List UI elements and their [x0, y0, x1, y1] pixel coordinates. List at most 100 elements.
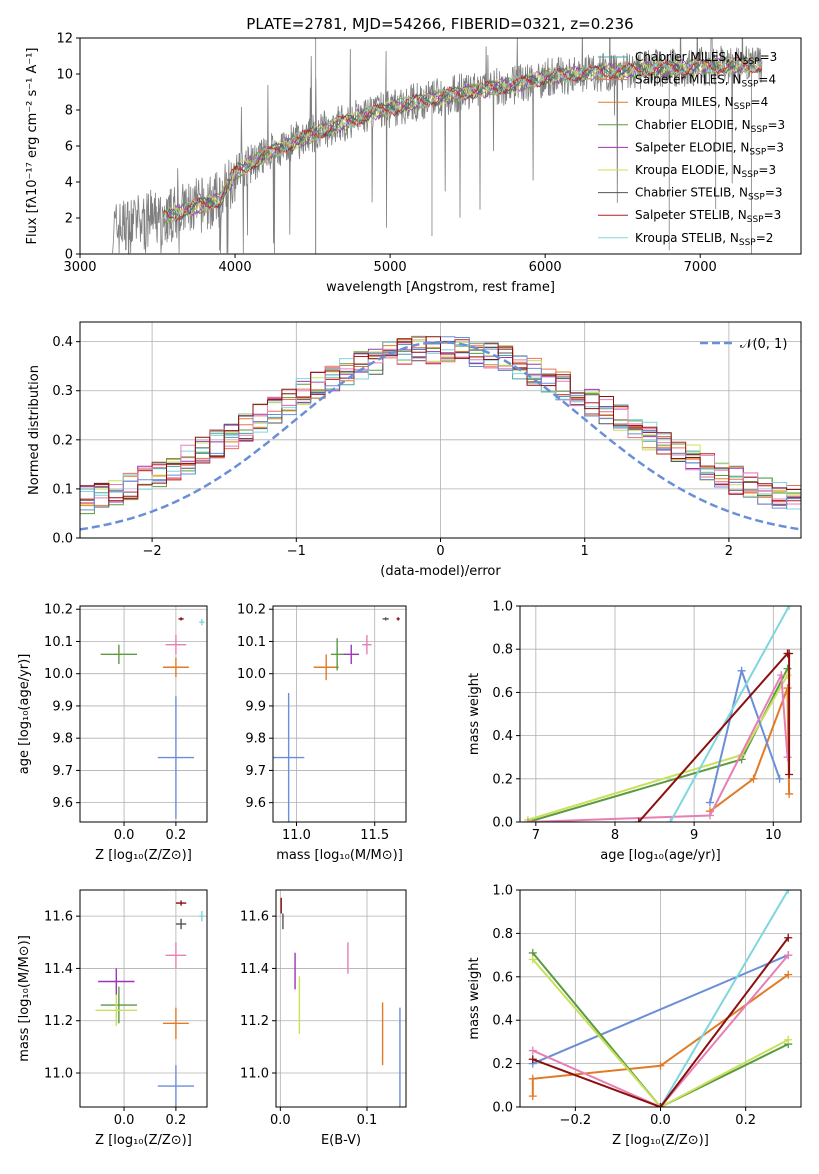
x-tick-label: 0.0	[270, 1113, 291, 1128]
errorbar-point	[95, 994, 138, 1026]
plot-area	[280, 897, 401, 1107]
legend-suffix: =3	[760, 50, 778, 64]
weight-marker	[775, 774, 784, 783]
weight-marker	[634, 818, 643, 822]
y-tick-label: 0.1	[52, 482, 73, 497]
histogram-darkred	[80, 336, 801, 538]
axes-frame	[519, 605, 802, 823]
x-tick-label: 0.2	[166, 828, 187, 843]
x-axis-label: (data-model)/error	[380, 564, 501, 579]
y-tick-label: 6	[65, 140, 73, 155]
legend-entry: Kroupa STELIB, NSSP=2	[635, 231, 773, 248]
plot-area	[112, 38, 763, 254]
y-tick-label: 0.8	[492, 643, 513, 658]
x-tick-label: −0.2	[560, 1113, 592, 1128]
x-tick-label: 11.5	[360, 828, 389, 843]
y-tick-label: 0.3	[52, 384, 73, 399]
y-tick-label: 9.6	[52, 796, 73, 811]
x-tick-label: 8	[611, 828, 619, 843]
gridlines	[273, 606, 406, 822]
model-fit-chabrier_stelib	[163, 55, 763, 220]
weight-series-pink	[532, 954, 789, 1107]
y-tick-label: 9.7	[245, 764, 266, 779]
axes-frame	[79, 889, 208, 1108]
legend-suffix: =3	[765, 186, 783, 200]
chart-mass_vs_Z: 0.0 0.2 11.0 11.2 11.4 11.6 Z [log₁₀(Z/Z⊙)] mas…	[17, 889, 208, 1148]
errorbar-point	[343, 644, 360, 665]
x-tick-label: 7	[532, 828, 540, 843]
axes-frame	[519, 889, 802, 1108]
y-tick-label: 11.0	[240, 1067, 269, 1082]
legend-label: Kroupa MILES, N	[635, 95, 734, 109]
x-tick-label: 5000	[374, 260, 407, 275]
y-tick-label: 9.8	[52, 732, 73, 747]
plot-area	[100, 617, 205, 819]
plot-area	[273, 617, 400, 822]
y-axis-label: mass [log₁₀(M/M⊙)]	[17, 935, 32, 1062]
x-tick-label: 0.2	[735, 1113, 756, 1128]
y-tick-label: 0.0	[492, 816, 513, 831]
chart-title: PLATE=2781, MJD=54266, FIBERID=0321, z=0…	[246, 15, 633, 33]
y-tick-label: 9.8	[245, 732, 266, 747]
legend-suffix: =4	[758, 73, 776, 87]
y-tick-label: 11.2	[44, 1014, 73, 1029]
weight-marker	[784, 970, 793, 979]
y-axis-label: Normed distribution	[27, 365, 42, 495]
x-tick-label: 7000	[684, 260, 717, 275]
legend-subscript: SSP	[742, 170, 759, 180]
errorbar-point	[100, 986, 138, 1024]
gridlines	[276, 890, 406, 1107]
weight-marker	[705, 811, 714, 820]
errorbar-point	[199, 910, 205, 922]
legend-subscript: SSP	[734, 102, 751, 112]
weight-marker	[785, 770, 794, 779]
plot-area	[528, 890, 793, 1107]
y-tick-label: 10.1	[44, 635, 73, 650]
y-axis-label: mass weight	[467, 673, 482, 755]
model-fit-chabrier_elodie	[163, 56, 763, 226]
x-tick-label: 11.0	[282, 828, 311, 843]
weight-marker	[528, 955, 537, 964]
y-axis-label: mass weight	[467, 957, 482, 1039]
legend-label: Chabrier ELODIE, N	[635, 118, 751, 132]
y-tick-label: 11.6	[44, 910, 73, 925]
gridlines	[80, 890, 207, 1107]
weight-marker	[528, 1046, 537, 1055]
gridlines	[80, 322, 801, 539]
model-fit-kroupa_elodie	[163, 56, 763, 220]
gridlines	[520, 889, 801, 1108]
y-tick-label: 0.4	[52, 335, 73, 350]
chart-age_vs_mass: 11.0 11.5 9.6 9.7 9.8 9.9 10.0 10.1 10.2 mass [lo…	[237, 603, 407, 863]
weight-series-darkred	[637, 652, 791, 822]
weight-marker	[656, 1103, 665, 1107]
legend-suffix: =4	[751, 95, 769, 109]
weight-marker	[777, 671, 786, 680]
y-tick-label: 0	[65, 248, 73, 263]
legend-subscript: SSP	[739, 238, 756, 248]
y-tick-label: 11.6	[240, 910, 269, 925]
x-tick-label: −1	[287, 544, 306, 559]
legend-entry: Salpeter MILES, NSSP=4	[635, 73, 776, 90]
x-tick-label: 0.1	[357, 1113, 378, 1128]
y-tick-label: 11.4	[44, 962, 73, 977]
y-tick-label: 0.2	[492, 1057, 513, 1072]
errorbar-point	[98, 968, 135, 995]
y-tick-label: 12	[56, 32, 73, 47]
legend-label: Kroupa ELODIE, N	[635, 163, 742, 177]
x-tick-label: 0.2	[166, 1113, 187, 1128]
y-tick-label: 8	[65, 104, 73, 119]
plot-area	[523, 606, 794, 822]
errorbar-point	[382, 617, 389, 621]
legend-entry: Kroupa MILES, NSSP=4	[635, 95, 768, 112]
errorbar-point	[178, 617, 184, 621]
model-fit-salpeter_stelib	[163, 56, 763, 223]
weight-marker	[528, 1074, 537, 1083]
chart-age_vs_Z: 0.0 0.2 9.6 9.7 9.8 9.9 10.0 10.1 10.2 Z [log₁₀(Z…	[17, 603, 208, 863]
legend-suffix: =3	[758, 163, 776, 177]
x-tick-label: 0.0	[114, 828, 135, 843]
y-tick-label: 9.6	[245, 796, 266, 811]
x-tick-label: −2	[143, 544, 162, 559]
errorbar-point	[199, 618, 205, 626]
weight-marker	[785, 649, 794, 658]
